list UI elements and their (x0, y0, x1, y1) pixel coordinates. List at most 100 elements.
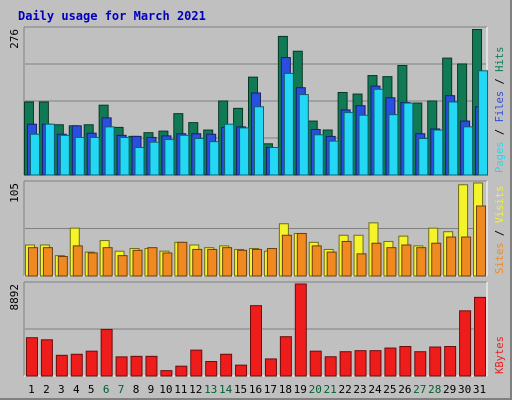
bar-sites-day-25 (386, 247, 397, 277)
bar-kbytes-day-14 (220, 353, 233, 377)
bar-sites-day-16 (252, 248, 262, 277)
bar-kbytes-day-19 (294, 283, 307, 377)
bar-pages-day-24 (373, 88, 384, 176)
bar-kbytes-day-3 (55, 354, 68, 377)
bar-sites-day-22 (341, 240, 352, 277)
legend-item-pages: Pages (494, 141, 506, 173)
legend-item-kbytes: KBytes (494, 336, 506, 374)
x-tick-label-day-6: 6 (103, 383, 110, 396)
x-tick-label-day-13: 13 (204, 383, 217, 396)
legend-hits-files-pages: Pages / Files / Hits (494, 47, 506, 173)
bar-pages-day-11 (179, 134, 190, 176)
bar-pages-day-23 (358, 114, 369, 176)
bar-pages-day-4 (74, 136, 85, 176)
x-tick-label-day-9: 9 (148, 383, 155, 396)
x-tick-label-day-8: 8 (133, 383, 140, 396)
bar-kbytes-day-18 (279, 336, 292, 377)
x-tick-label-day-14: 14 (219, 383, 233, 396)
bar-kbytes-day-16 (250, 305, 262, 377)
bar-sites-day-9 (147, 247, 158, 277)
x-tick-label-day-29: 29 (443, 383, 456, 396)
bar-kbytes-day-28 (429, 346, 442, 377)
bar-sites-day-12 (192, 248, 203, 277)
bar-kbytes-day-2 (40, 339, 53, 377)
bar-pages-day-10 (164, 139, 175, 176)
x-tick-label-day-10: 10 (159, 383, 172, 396)
bar-sites-day-30 (461, 236, 472, 277)
legend-visits-sites: Sites / Visits (494, 185, 506, 274)
bar-pages-day-29 (448, 101, 459, 176)
bar-sites-day-26 (401, 244, 412, 277)
x-tick-label-day-25: 25 (383, 383, 396, 396)
x-tick-label-day-15: 15 (234, 383, 247, 396)
bar-sites-day-6 (102, 247, 113, 277)
bar-kbytes-day-15 (235, 364, 248, 377)
x-tick-label-day-20: 20 (309, 383, 322, 396)
bar-sites-day-13 (207, 248, 218, 277)
x-tick-label-day-4: 4 (73, 383, 80, 396)
legend-separator: / (494, 72, 506, 91)
bar-kbytes-day-9 (145, 355, 158, 377)
legend-item-sites: Sites (494, 242, 506, 274)
bar-kbytes-day-25 (384, 347, 397, 377)
bar-kbytes-day-13 (205, 361, 218, 377)
x-tick-label-day-27: 27 (413, 383, 426, 396)
x-tick-label-day-31: 31 (473, 383, 486, 396)
legend-item-hits: Hits (494, 47, 506, 72)
bar-sites-day-31 (476, 205, 487, 277)
bar-pages-day-3 (59, 134, 70, 176)
x-tick-label-day-24: 24 (368, 383, 382, 396)
bar-kbytes-day-1 (25, 337, 38, 377)
bar-pages-day-8 (134, 146, 145, 176)
bar-kbytes-day-7 (115, 356, 128, 377)
x-tick-label-day-21: 21 (324, 383, 337, 396)
bar-pages-day-30 (463, 126, 474, 176)
bar-pages-day-31 (478, 70, 489, 176)
bar-kbytes-day-27 (414, 351, 427, 377)
x-tick-label-day-5: 5 (88, 383, 95, 396)
bar-kbytes-day-20 (309, 350, 322, 377)
panel-visits-sites: 105 Sites / Visits (8, 180, 506, 277)
bar-sites-day-15 (237, 249, 248, 277)
bar-pages-day-18 (283, 72, 294, 176)
bar-sites-day-3 (57, 256, 68, 277)
bar-pages-day-28 (433, 129, 444, 176)
x-tick-label-day-26: 26 (398, 383, 411, 396)
bar-sites-day-20 (311, 245, 322, 277)
bar-pages-day-13 (209, 141, 220, 176)
bar-sites-day-1 (27, 247, 38, 277)
bar-pages-day-19 (298, 94, 309, 176)
bar-pages-day-22 (343, 112, 354, 176)
x-tick-label-day-30: 30 (458, 383, 471, 396)
bar-sites-day-24 (371, 242, 382, 277)
x-tick-label-day-28: 28 (428, 383, 441, 396)
legend-item-files: Files (494, 91, 506, 123)
x-tick-label-day-22: 22 (338, 383, 351, 396)
bar-sites-day-11 (177, 241, 188, 277)
bar-pages-day-21 (328, 140, 339, 176)
x-tick-label-day-2: 2 (43, 383, 50, 396)
x-tick-label-day-16: 16 (249, 383, 262, 396)
bar-kbytes-day-8 (130, 355, 143, 377)
bar-kbytes-day-5 (85, 350, 98, 377)
x-tick-label-day-17: 17 (264, 383, 277, 396)
x-tick-label-day-1: 1 (28, 383, 35, 396)
bar-pages-day-17 (268, 146, 279, 176)
bar-sites-day-19 (296, 232, 307, 277)
bar-sites-day-27 (416, 247, 427, 277)
x-tick-label-day-18: 18 (279, 383, 292, 396)
bar-pages-day-1 (29, 133, 40, 176)
bar-pages-day-12 (194, 138, 205, 176)
legend-kbytes: KBytes (494, 336, 506, 374)
legend-item-visits: Visits (494, 185, 506, 223)
bar-kbytes-day-30 (459, 310, 472, 377)
chart-title: Daily usage for March 2021 (18, 9, 206, 23)
bar-sites-day-5 (87, 252, 98, 277)
bar-pages-day-15 (239, 127, 250, 176)
bar-kbytes-day-31 (474, 296, 487, 377)
panel-kbytes: 8892 KBytes (8, 281, 506, 377)
bar-sites-day-10 (162, 252, 173, 277)
bar-pages-day-5 (89, 136, 100, 176)
